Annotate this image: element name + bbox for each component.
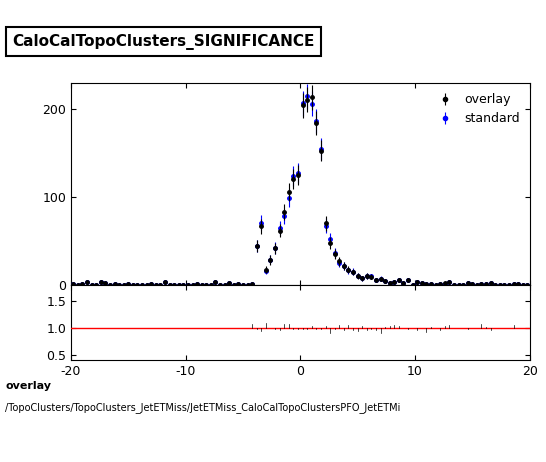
Text: /TopoClusters/TopoClusters_JetETMiss/JetETMiss_CaloCalTopoClustersPFO_JetETMi: /TopoClusters/TopoClusters_JetETMiss/Jet… xyxy=(5,402,401,413)
Text: CaloCalTopoClusters_SIGNIFICANCE: CaloCalTopoClusters_SIGNIFICANCE xyxy=(13,34,315,49)
Text: overlay: overlay xyxy=(5,381,51,391)
Legend: overlay, standard: overlay, standard xyxy=(431,90,524,129)
